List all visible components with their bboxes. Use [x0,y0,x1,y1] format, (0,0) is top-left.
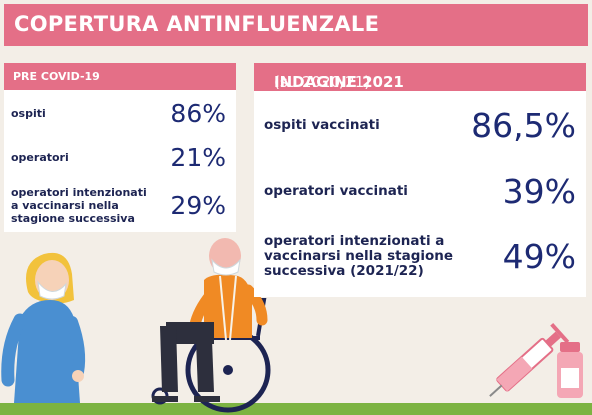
stat-label: ospiti vaccinati [264,116,380,133]
nurse-figure [1,252,86,403]
stat-label: operatori intenzionati a vaccinarsi nell… [264,232,454,279]
indagine-heading-sub: (su 2020/21) [274,73,371,91]
stat-label-line: operatori intenzionati [11,185,147,199]
vaccine-vial-icon [557,342,583,398]
title-banner: COPERTURA ANTINFLUENZALE [4,4,588,46]
stat-label-line: a vaccinarsi nella [11,198,119,212]
stat-value: 86% [170,98,226,128]
syringe-icon [489,322,570,397]
pre-covid-heading: PRE COVID-19 [13,70,100,83]
stat-row-intenzionati: operatori intenzionati a vaccinarsi nell… [11,184,226,226]
stat-row-intenzionati-2021: operatori intenzionati a vaccinarsi nell… [264,231,576,281]
indagine-heading-main: INDAGINE 2021 [274,73,404,91]
stat-label-line: stagione successiva [11,211,135,225]
stat-row-ospiti-vaccinati: ospiti vaccinati 86,5% [264,103,576,147]
stat-label-line: vaccinarsi nella stagione [264,247,454,264]
stat-label-line: operatori intenzionati a [264,232,445,249]
stat-value: 49% [502,236,576,276]
pre-covid-panel-header: PRE COVID-19 [4,63,236,90]
stat-label-line: successiva (2021/22) [264,262,424,279]
stat-label: operatori [11,150,69,164]
indagine-panel: ospiti vaccinati 86,5% operatori vaccina… [254,91,586,297]
ground-strip [0,403,592,415]
stat-value: 39% [502,171,576,211]
stat-value: 29% [170,190,226,220]
stat-label: ospiti [11,106,46,120]
stat-label: operatori vaccinati [264,182,408,199]
stat-row-ospiti: ospiti 86% [11,98,226,128]
wheelchair-person-figure [151,238,271,413]
stat-row-operatori: operatori 21% [11,142,226,172]
stat-row-operatori-vaccinati: operatori vaccinati 39% [264,169,576,213]
pre-covid-panel: ospiti 86% operatori 21% operatori inten… [4,90,236,232]
stat-value: 21% [170,142,226,172]
indagine-panel-header: INDAGINE 2021 (su 2020/21) [254,63,586,91]
stat-label: operatori intenzionati a vaccinarsi nell… [11,186,147,225]
page-title: COPERTURA ANTINFLUENZALE [14,12,380,36]
stat-value: 86,5% [471,105,576,145]
